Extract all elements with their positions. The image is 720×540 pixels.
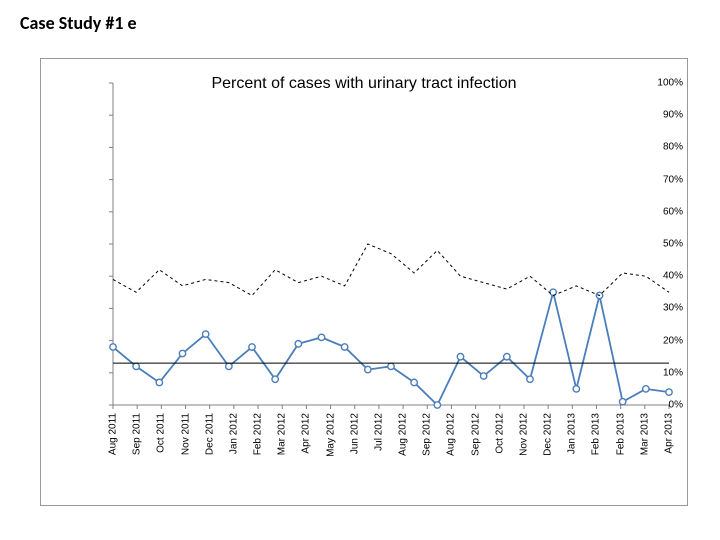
x-tick-label: Dec 2012 [543, 413, 554, 456]
x-tick-label: Jun 2012 [349, 413, 360, 454]
y-tick-label: 90% [617, 110, 683, 121]
x-tick-label: Aug 2011 [108, 413, 119, 455]
x-tick-label: Apr 2012 [301, 413, 312, 454]
slide: Case Study #1 e Percent of cases with ur… [0, 0, 720, 540]
x-tick-label: Apr 2013 [664, 413, 675, 454]
x-tick-label: Mar 2012 [277, 413, 288, 455]
y-tick-label: 100% [617, 78, 683, 89]
x-tick-label: Jan 2013 [567, 413, 578, 454]
x-tick-label: Nov 2012 [518, 413, 529, 456]
x-tick-label: Sep 2011 [132, 413, 143, 455]
x-tick-label: Nov 2011 [180, 413, 191, 455]
x-tick-label: Oct 2012 [494, 413, 505, 454]
x-tick-label: Sep 2012 [470, 413, 481, 456]
x-tick-label: Jul 2012 [373, 413, 384, 451]
y-tick-label: 40% [617, 271, 683, 282]
x-tick-label: Feb 2013 [615, 413, 626, 455]
x-tick-label: Oct 2011 [156, 413, 167, 453]
y-tick-label: 70% [617, 174, 683, 185]
x-tick-label: Feb 2012 [253, 413, 264, 455]
x-tick-label: Mar 2013 [639, 413, 650, 455]
y-tick-label: 10% [617, 367, 683, 378]
chart-container: Percent of cases with urinary tract infe… [40, 58, 688, 506]
y-tick-label: 30% [617, 303, 683, 314]
x-tick-label: Aug 2012 [398, 413, 409, 456]
y-tick-label: 80% [617, 142, 683, 153]
x-tick-label: Aug 2012 [446, 413, 457, 456]
x-tick-label: May 2012 [325, 413, 336, 457]
y-tick-label: 60% [617, 206, 683, 217]
x-tick-label: Feb 2013 [591, 413, 602, 455]
x-tick-label: Dec 2011 [204, 413, 215, 455]
x-tick-label: Sep 2012 [422, 413, 433, 456]
y-tick-label: 20% [617, 335, 683, 346]
y-tick-label: 0% [617, 400, 683, 411]
page-title: Case Study #1 e [20, 12, 137, 34]
y-tick-label: 50% [617, 239, 683, 250]
x-tick-label: Jan 2012 [228, 413, 239, 454]
